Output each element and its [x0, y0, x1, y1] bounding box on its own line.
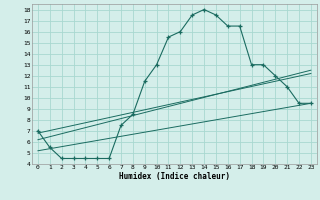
X-axis label: Humidex (Indice chaleur): Humidex (Indice chaleur)	[119, 172, 230, 181]
